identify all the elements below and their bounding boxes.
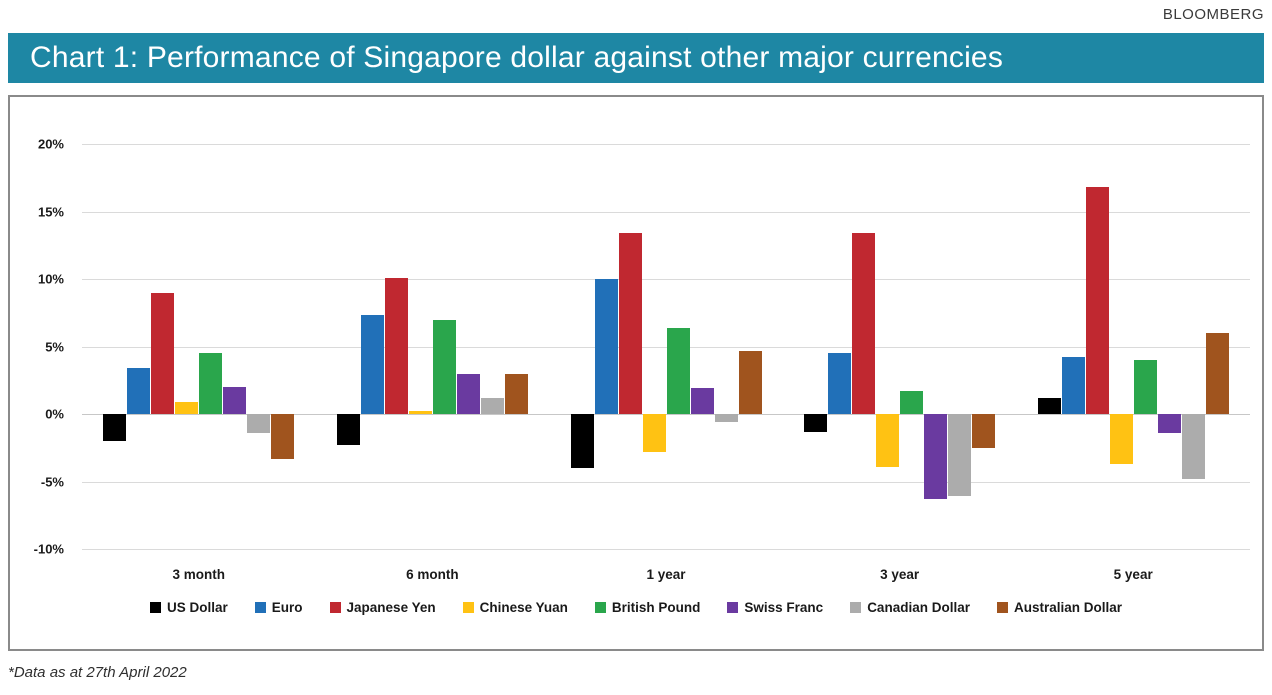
legend-swatch-icon <box>254 602 266 613</box>
x-axis-category-label: 1 year <box>646 567 686 582</box>
y-axis-tick-label: -5% <box>40 474 64 489</box>
legend-item-british-pound: British Pound <box>594 600 701 615</box>
bar-euro-3-month <box>127 368 151 414</box>
data-footnote: *Data as at 27th April 2022 <box>8 664 187 681</box>
source-attribution: BLOOMBERG <box>1162 6 1264 23</box>
bar-canadian-dollar-3-month <box>247 414 271 433</box>
legend-label: US Dollar <box>167 600 228 615</box>
bar-chinese-yuan-3-month <box>175 401 199 414</box>
gridline <box>82 279 1250 280</box>
y-axis-tick-label: 0% <box>45 406 64 422</box>
chart-title-banner: Chart 1: Performance of Singapore dollar… <box>8 33 1264 83</box>
legend-swatch-icon <box>329 602 341 613</box>
bar-british-pound-5-year <box>1133 360 1157 414</box>
bar-swiss-franc-3-year <box>924 414 948 500</box>
bar-chinese-yuan-1-year <box>642 414 666 452</box>
bar-british-pound-1-year <box>666 327 690 414</box>
x-axis-category-label: 3 year <box>880 567 920 582</box>
bar-japanese-yen-5-year <box>1085 187 1109 414</box>
chart-panel: 20% 15% 10% 5% 0% -5% -10% 3 month 6 month 1 year… <box>8 95 1264 651</box>
legend-item-euro: Euro <box>254 600 303 615</box>
legend-item-canadian-dollar: Canadian Dollar <box>850 600 970 615</box>
bar-japanese-yen-6-month <box>384 277 408 414</box>
bar-japanese-yen-1-year <box>618 233 642 414</box>
bar-british-pound-3-month <box>199 353 223 414</box>
legend-label: Canadian Dollar <box>867 600 970 615</box>
bar-chart-plot: 20% 15% 10% 5% 0% -5% -10% 3 month 6 month 1 year… <box>10 97 1262 649</box>
y-axis-tick-label: 5% <box>45 339 64 354</box>
gridline <box>82 481 1250 483</box>
gridline <box>82 211 1250 213</box>
bar-us-dollar-3-month <box>103 414 127 441</box>
zero-axis-line <box>82 414 1250 415</box>
y-axis-tick-label: 10% <box>37 271 64 287</box>
legend-swatch-icon <box>462 602 474 613</box>
legend-label: British Pound <box>611 600 701 615</box>
bar-canadian-dollar-3-year <box>948 414 972 497</box>
bar-japanese-yen-3-month <box>151 292 175 414</box>
legend-swatch-icon <box>996 602 1008 613</box>
bar-canadian-dollar-1-year <box>714 414 738 423</box>
bar-british-pound-3-year <box>900 391 924 414</box>
bar-australian-dollar-3-month <box>271 414 295 459</box>
bar-swiss-franc-6-month <box>456 373 480 414</box>
legend-item-australian-dollar: Australian Dollar <box>996 600 1122 615</box>
x-axis-category-label: 3 month <box>172 567 226 582</box>
x-axis-category-label: 6 month <box>406 567 459 582</box>
legend-swatch-icon <box>850 602 862 613</box>
bar-euro-3-year <box>828 353 852 414</box>
legend-label: Euro <box>271 600 303 615</box>
y-axis-tick-label: 20% <box>37 136 64 152</box>
bar-australian-dollar-3-year <box>972 414 996 448</box>
bar-british-pound-6-month <box>432 319 456 414</box>
legend-swatch-icon <box>727 602 739 613</box>
bar-us-dollar-6-month <box>336 414 360 446</box>
bar-australian-dollar-5-year <box>1205 333 1229 414</box>
bar-swiss-franc-5-year <box>1157 414 1181 433</box>
legend-item-chinese-yuan: Chinese Yuan <box>462 600 568 615</box>
bar-chinese-yuan-6-month <box>408 411 432 414</box>
gridline <box>82 549 1250 550</box>
bar-canadian-dollar-6-month <box>480 397 504 414</box>
bar-australian-dollar-1-year <box>738 350 762 414</box>
legend-label: Japanese Yen <box>346 600 436 615</box>
bar-euro-1-year <box>594 279 618 414</box>
legend-swatch-icon <box>150 602 161 613</box>
legend-item-us-dollar: US Dollar <box>150 600 228 615</box>
chart-legend: US Dollar Euro Japanese Yen Chinese Yuan Bri… <box>10 600 1262 615</box>
bar-euro-5-year <box>1061 357 1085 414</box>
bar-euro-6-month <box>360 315 384 414</box>
legend-label: Swiss Franc <box>744 600 824 615</box>
bar-australian-dollar-6-month <box>504 373 528 414</box>
y-axis-tick-label: 15% <box>37 204 64 219</box>
bar-japanese-yen-3-year <box>852 233 876 414</box>
bar-us-dollar-3-year <box>804 414 828 432</box>
bar-swiss-franc-1-year <box>690 388 714 414</box>
bar-swiss-franc-3-month <box>223 387 247 414</box>
legend-item-swiss-franc: Swiss Franc <box>727 600 823 615</box>
bar-us-dollar-5-year <box>1037 397 1061 414</box>
x-axis-category-label: 5 year <box>1113 567 1153 582</box>
bar-us-dollar-1-year <box>570 414 594 468</box>
gridline <box>82 346 1250 348</box>
legend-label: Australian Dollar <box>1013 600 1122 615</box>
page-title: Chart 1: Performance of Singapore dollar… <box>30 41 1004 74</box>
legend-swatch-icon <box>594 602 606 613</box>
legend-item-japanese-yen: Japanese Yen <box>329 600 436 615</box>
legend-label: Chinese Yuan <box>479 600 568 615</box>
bar-chinese-yuan-3-year <box>876 414 900 467</box>
y-axis-tick-label: -10% <box>33 541 64 557</box>
bar-canadian-dollar-5-year <box>1181 414 1205 479</box>
gridline <box>82 144 1250 145</box>
bar-chinese-yuan-5-year <box>1109 414 1133 464</box>
